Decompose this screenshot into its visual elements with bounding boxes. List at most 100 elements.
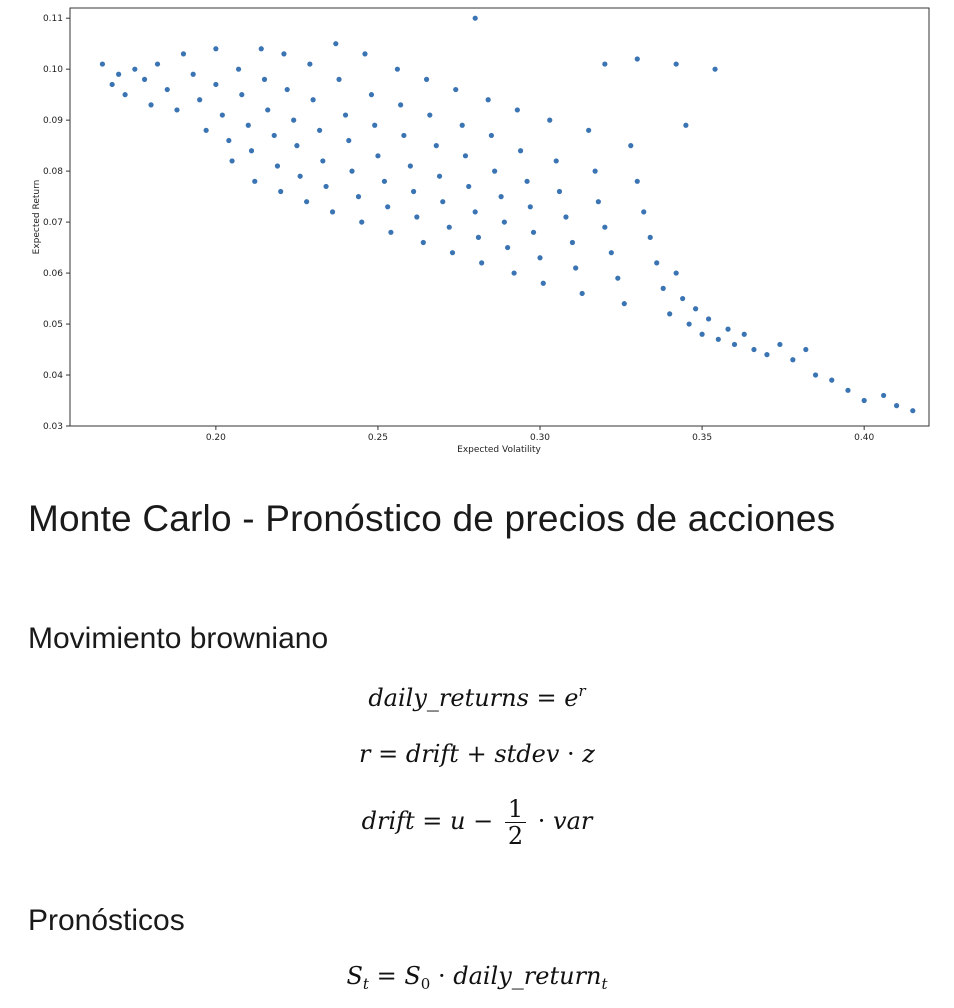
data-point [248,148,255,154]
eq4-S0: S [404,962,421,990]
data-point [375,153,381,159]
data-point [164,86,170,93]
data-point [540,280,546,286]
data-point [511,270,517,276]
x-tick-label: 0.30 [530,433,550,443]
data-point [307,61,313,67]
data-point [453,86,459,93]
ticks-layer: 0.20 0.25 0.30 0.35 0.40 0.03 0.04 0.05 0.06 0.07… [43,14,875,443]
data-point [579,290,585,297]
data-point [553,158,559,164]
data-point [673,270,679,276]
y-tick-label: 0.07 [43,218,63,228]
data-point [634,56,640,62]
y-tick-label: 0.11 [43,14,63,24]
y-tick-label: 0.03 [43,422,63,432]
eq1-exponent: r [578,682,586,700]
data-point [346,137,352,144]
data-point [861,397,867,404]
data-point [621,301,627,307]
data-point [741,331,747,337]
data-point [427,112,433,118]
data-point [411,188,417,195]
data-point [141,76,148,82]
eq2-lhs: r [359,740,371,768]
data-point [569,239,576,246]
data-point [213,81,219,88]
data-point [398,102,404,108]
data-point [190,71,196,77]
data-point [602,61,608,67]
data-point [693,306,699,312]
data-point [271,132,277,139]
data-point [634,178,640,184]
data-point [485,97,491,103]
data-point [385,204,391,210]
eq4-S: S [346,962,363,990]
data-point [278,188,284,195]
data-point [203,127,209,133]
data-point [239,92,245,98]
data-point [394,66,400,72]
eq3-u: u [450,807,466,835]
points-layer [99,15,916,414]
eq1-lhs: daily_returns [368,684,529,712]
section-heading-brownian: Movimiento browniano [28,622,329,655]
data-point [673,61,679,67]
data-point [401,132,407,139]
data-point [586,127,592,133]
data-point [154,61,161,67]
data-point [180,51,187,57]
plot-frame [69,7,930,427]
data-point [686,321,692,327]
data-point [667,311,673,317]
data-point [132,66,138,72]
data-point [475,234,482,240]
data-point [641,209,647,215]
y-tick-label: 0.08 [43,167,63,177]
data-point [524,178,530,184]
data-point [462,153,469,159]
eq3-fraction: 1 2 [504,796,527,849]
data-point [407,163,413,169]
data-point [514,107,520,113]
data-point [705,316,712,322]
data-point [342,112,349,118]
data-point [235,66,242,72]
equation-daily-returns: daily_returns = er [368,682,586,712]
eq2-drift: drift [405,740,459,768]
data-point [297,173,303,179]
data-point [573,265,579,271]
data-point [336,76,342,82]
data-point [359,219,365,225]
data-point [433,143,439,149]
data-point [440,199,446,205]
data-point [777,341,783,348]
data-point [680,295,686,302]
x-tick-label: 0.20 [206,433,226,443]
eq4-sub-t2: t [601,975,608,993]
data-point [602,224,608,230]
data-point [229,158,235,164]
data-point [414,214,420,220]
data-point [654,260,660,266]
data-point [764,352,770,358]
data-point [320,158,326,164]
y-tick-label: 0.04 [43,371,63,381]
data-point [388,229,394,235]
data-point [466,183,472,190]
data-point [349,168,355,174]
eq4-daily-return: daily_return [453,962,602,990]
data-point [333,41,339,47]
data-point [122,92,128,98]
data-point [304,199,310,205]
data-point [459,122,465,128]
data-point [323,183,329,190]
data-point [683,122,689,128]
data-point [310,97,316,103]
data-point [420,239,426,246]
data-point [488,132,494,139]
x-axis-label: Expected Volatility [457,445,541,455]
data-point [893,403,900,409]
equation-r: r = drift + stdev · z [359,740,595,768]
